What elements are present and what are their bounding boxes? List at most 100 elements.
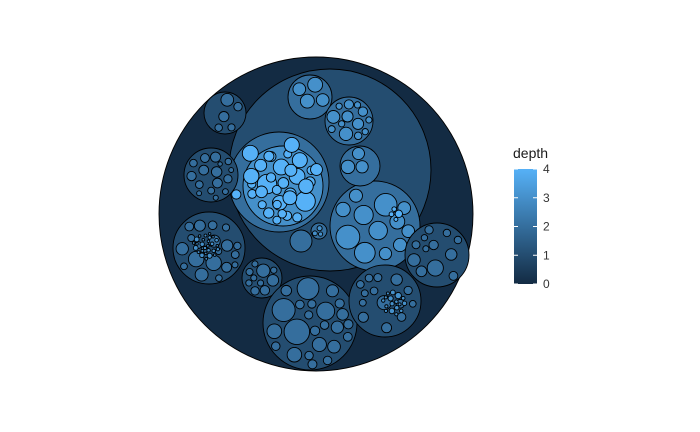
depth-3-circle <box>200 249 205 253</box>
depth-3-circle <box>206 248 211 253</box>
depth-2-circle <box>342 331 353 342</box>
depth-3-circle <box>204 251 208 256</box>
depth-2-circle <box>217 161 223 167</box>
depth-3-circle <box>389 301 395 307</box>
depth-2-circle <box>448 271 459 281</box>
depth-3-circle <box>353 101 362 109</box>
depth-2-circle <box>256 263 271 278</box>
depth-4-circle <box>282 190 298 206</box>
depth-3-circle <box>335 102 343 110</box>
depth-3-circle <box>206 244 210 248</box>
depth-4-circle <box>247 189 258 199</box>
depth-2-circle <box>307 299 317 309</box>
depth-2-circle <box>193 219 206 232</box>
depth-4-circle <box>254 158 268 172</box>
depth-4-circle <box>231 189 242 200</box>
depth-3-circle <box>207 232 212 236</box>
depth-3-circle <box>206 239 211 243</box>
depth-2-circle <box>358 298 367 307</box>
depth-4-circle <box>265 172 277 183</box>
depth-2-circle <box>214 123 223 132</box>
depth-3-circle <box>215 247 220 252</box>
depth-3-circle <box>211 235 215 239</box>
depth-3-circle <box>348 188 363 203</box>
depth-3-circle <box>192 245 199 251</box>
depth-3-circle <box>381 298 386 303</box>
depth-3-circle <box>335 201 351 218</box>
depth-2-circle <box>304 350 314 361</box>
depth-3-circle <box>202 245 208 251</box>
depth-3-circle <box>365 116 373 124</box>
depth-2-circle <box>227 123 236 132</box>
depth-4-circle <box>291 152 308 169</box>
depth-2-circle <box>230 250 240 259</box>
depth-4-circle <box>394 209 403 218</box>
depth-3-circle <box>383 295 388 300</box>
depth-2-circle <box>266 274 280 287</box>
depth-3-circle <box>378 247 393 261</box>
depth-2-circle <box>280 284 292 297</box>
depth-2-circle <box>250 274 258 282</box>
depth-2-circle <box>222 188 229 196</box>
depth-3-circle <box>397 302 402 307</box>
depth-2-circle <box>187 234 196 243</box>
depth-2-circle <box>195 180 204 189</box>
depth-3-circle <box>316 225 323 232</box>
depth-3-circle <box>355 160 369 174</box>
legend: depth 0 1 2 3 4 <box>513 145 550 291</box>
depth-2-circle <box>424 225 434 235</box>
depth-2-circle <box>189 158 198 168</box>
depth-4-circle <box>255 185 268 199</box>
depth-2-circle <box>250 286 260 296</box>
depth-2-circle <box>194 267 209 282</box>
depth-4-circle <box>388 211 395 218</box>
depth-2-circle <box>220 92 235 107</box>
depth-2-circle <box>453 235 463 245</box>
depth-4-circle <box>277 177 290 189</box>
legend-ticks: 0 1 2 3 4 <box>514 162 550 291</box>
depth-2-circle <box>426 259 444 277</box>
depth-2-circle <box>210 151 222 163</box>
depth-2-circle <box>309 325 321 336</box>
depth-3-circle <box>209 241 215 247</box>
depth-2-circle <box>295 299 305 310</box>
depth-3-circle <box>394 305 400 311</box>
depth-2-circle <box>251 260 259 268</box>
depth-3-circle <box>373 192 398 217</box>
depth-2-circle <box>356 280 365 289</box>
depth-3-circle <box>353 204 374 226</box>
depth-3-circle <box>394 312 399 317</box>
depth-3-circle <box>201 237 206 242</box>
depth-3-circle <box>195 242 199 246</box>
depth-3-circle <box>343 99 354 110</box>
depth-2-circle <box>422 245 430 253</box>
depth-2-circle <box>271 341 281 351</box>
depth-3-circle <box>340 159 356 175</box>
legend-tick-label: 2 <box>543 220 550 234</box>
depth-2-circle <box>407 253 421 267</box>
depth-4-circle <box>263 150 275 162</box>
depth-2-circle <box>330 320 344 334</box>
depth-3-circle <box>312 230 318 237</box>
depth-2-circle <box>325 284 339 298</box>
depth-2-circle <box>286 347 303 363</box>
depth-3-circle <box>338 120 346 128</box>
depth-2-circle <box>316 301 336 321</box>
depth-2-circle <box>196 190 203 197</box>
depth-4-circle <box>277 209 287 219</box>
depth-3-circle <box>352 147 365 160</box>
depth-2-circle <box>245 267 254 276</box>
depth-3-circle <box>393 237 408 253</box>
depth-3-circle <box>317 231 324 237</box>
depth-2-circle <box>364 273 374 283</box>
depth-3-circle <box>353 131 363 141</box>
depth-3-circle <box>207 235 212 240</box>
depth-2-circle <box>343 319 354 330</box>
depth-4-circle <box>391 206 397 212</box>
depth-2-circle <box>228 167 235 173</box>
depth-3-circle <box>307 76 324 93</box>
depth-2-circle <box>215 274 223 282</box>
depth-3-circle <box>215 244 219 248</box>
depth-2-circle <box>415 265 428 278</box>
